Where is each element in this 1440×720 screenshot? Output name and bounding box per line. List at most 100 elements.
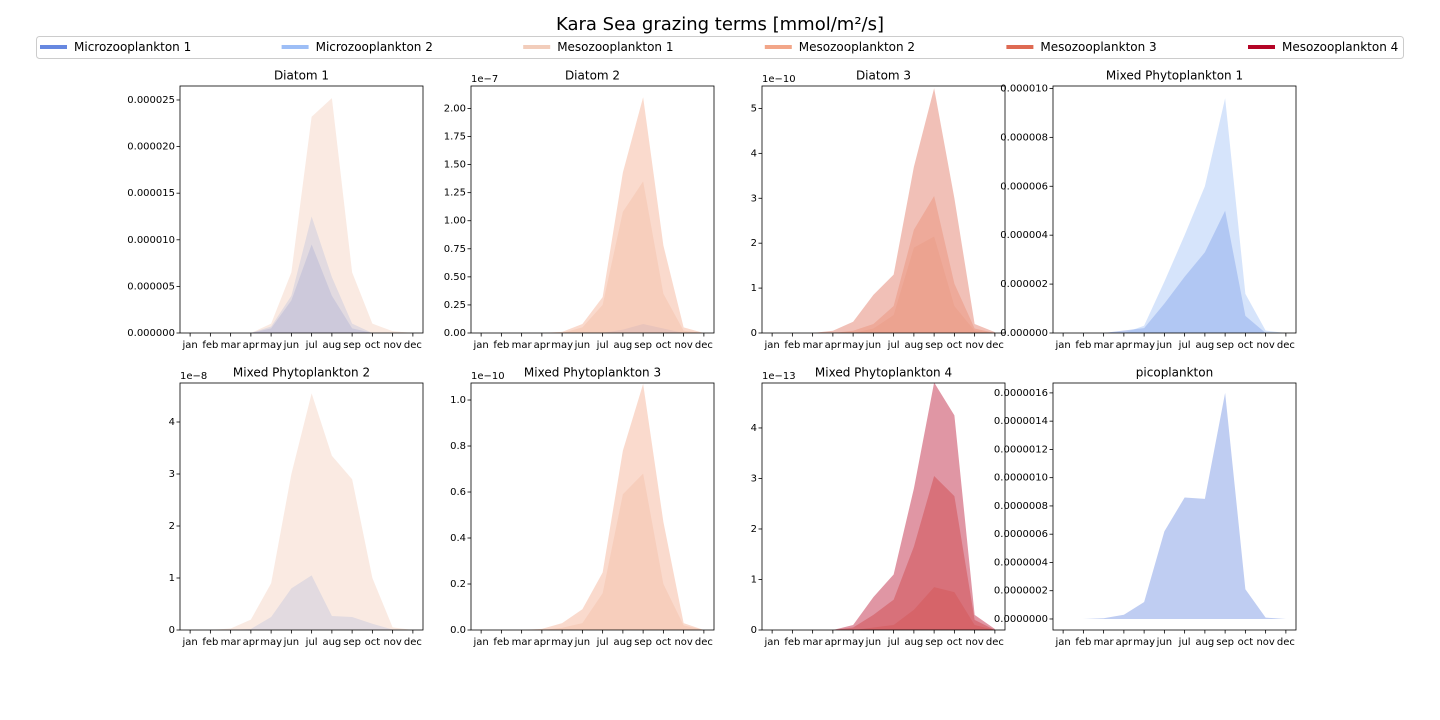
x-tick-label: dec [1277, 637, 1295, 648]
x-tick-label: jul [887, 637, 900, 648]
y-tick-label: 1.00 [444, 216, 466, 227]
area [481, 97, 704, 333]
x-tick-label: apr [534, 637, 551, 648]
y-tick-label: 2 [751, 238, 757, 249]
legend-label: Microzooplankton 1 [74, 40, 191, 54]
y-tick-label: 4 [169, 417, 175, 428]
x-tick-label: apr [825, 637, 842, 648]
area [190, 216, 413, 333]
area [481, 383, 704, 630]
x-tick-label: jun [865, 340, 881, 351]
y-tick-label: 0.0 [450, 625, 466, 636]
x-tick-label: feb [1075, 340, 1091, 351]
y-tick-label: 0.2 [450, 579, 466, 590]
x-tick-label: aug [904, 637, 923, 648]
subplot-title: Mixed Phytoplankton 1 [1106, 69, 1243, 83]
x-tick-label: feb [784, 340, 800, 351]
area [190, 98, 413, 334]
x-tick-label: nov [383, 637, 401, 648]
y-tick-label: 0.0000004 [994, 557, 1048, 568]
y-tick-label: 1.0 [450, 395, 466, 406]
area [772, 587, 995, 630]
x-tick-label: jun [865, 637, 881, 648]
x-tick-label: jan [1055, 340, 1071, 351]
x-tick-label: nov [383, 340, 401, 351]
y-tick-label: 0.50 [444, 272, 466, 283]
x-tick-label: oct [656, 340, 672, 351]
y-tick-label: 1.75 [444, 132, 466, 143]
x-tick-label: dec [695, 637, 713, 648]
axes-frame [470, 85, 715, 334]
axes-frame [1052, 382, 1297, 631]
legend-label: Mesozooplankton 3 [1040, 40, 1156, 54]
area [190, 393, 413, 630]
y-tick-label: 0 [169, 625, 175, 636]
y-tick-label: 0.000015 [127, 188, 175, 199]
y-tick-label: 4 [751, 423, 757, 434]
x-tick-label: may [260, 340, 282, 351]
x-tick-label: oct [365, 637, 381, 648]
y-tick-label: 0.000010 [1000, 83, 1048, 94]
y-tick-label: 0.00 [444, 328, 466, 339]
x-tick-label: jul [887, 340, 900, 351]
y-tick-label: 0.0000014 [994, 416, 1048, 427]
x-tick-label: apr [243, 637, 260, 648]
y-tick-label: 0.0000010 [994, 473, 1048, 484]
x-tick-label: jan [764, 340, 780, 351]
x-tick-label: aug [613, 340, 632, 351]
x-tick-label: nov [965, 340, 983, 351]
subplot-title: Mixed Phytoplankton 2 [233, 366, 370, 380]
x-tick-label: mar [221, 340, 242, 351]
y-tick-label: 3 [751, 193, 757, 204]
y-tick-label: 0.000020 [127, 142, 175, 153]
x-tick-label: jul [596, 340, 609, 351]
x-tick-label: feb [493, 637, 509, 648]
x-tick-label: sep [925, 637, 943, 648]
y-tick-label: 0.0000006 [994, 529, 1048, 540]
area [1063, 210, 1286, 333]
x-tick-label: feb [493, 340, 509, 351]
x-tick-label: sep [343, 340, 361, 351]
y-tick-label: 0.75 [444, 244, 466, 255]
area [481, 324, 704, 333]
legend-label: Microzooplankton 2 [316, 40, 433, 54]
y-tick-label: 2.00 [444, 103, 466, 114]
x-tick-label: jan [764, 637, 780, 648]
x-tick-label: apr [1116, 637, 1133, 648]
x-tick-label: apr [1116, 340, 1133, 351]
offset-label: 1e−10 [471, 371, 505, 382]
area [1063, 392, 1286, 619]
x-tick-label: sep [634, 340, 652, 351]
x-tick-label: apr [825, 340, 842, 351]
y-tick-label: 0.000002 [1000, 279, 1048, 290]
x-tick-label: dec [986, 637, 1004, 648]
x-tick-label: may [551, 637, 573, 648]
legend-label: Mesozooplankton 4 [1282, 40, 1398, 54]
x-tick-label: apr [534, 340, 551, 351]
x-tick-label: mar [1094, 637, 1115, 648]
x-tick-label: dec [695, 340, 713, 351]
x-tick-label: aug [1195, 340, 1214, 351]
y-tick-label: 0.000025 [127, 95, 175, 106]
x-tick-label: may [842, 340, 864, 351]
area [772, 382, 995, 630]
x-tick-label: aug [1195, 637, 1214, 648]
x-tick-label: dec [1277, 340, 1295, 351]
x-tick-label: dec [986, 340, 1004, 351]
subplot-title: Mixed Phytoplankton 3 [524, 366, 661, 380]
x-tick-label: mar [512, 340, 533, 351]
y-tick-label: 0 [751, 328, 757, 339]
y-tick-label: 0.000000 [1000, 328, 1048, 339]
y-tick-label: 0.000005 [127, 281, 175, 292]
x-tick-label: feb [1075, 637, 1091, 648]
y-tick-label: 0.0000008 [994, 501, 1048, 512]
x-tick-label: jun [574, 340, 590, 351]
x-tick-label: oct [947, 637, 963, 648]
y-tick-label: 0.000000 [127, 328, 175, 339]
y-tick-label: 0.0000016 [994, 388, 1048, 399]
y-tick-label: 0.000004 [1000, 230, 1048, 241]
offset-label: 1e−13 [762, 371, 796, 382]
axes-frame [761, 85, 1006, 334]
x-tick-label: feb [202, 340, 218, 351]
